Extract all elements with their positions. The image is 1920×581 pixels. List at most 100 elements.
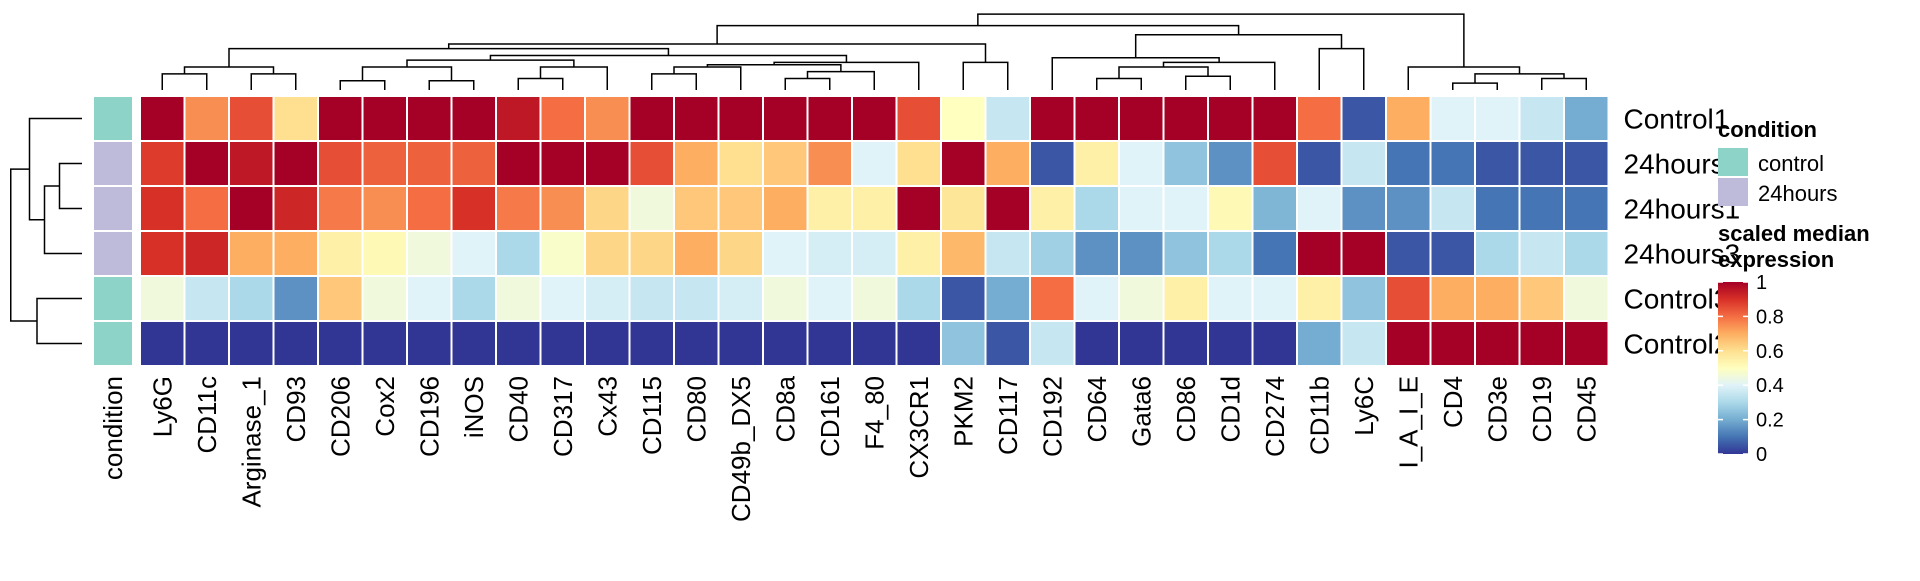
condition-annotation-cell [92, 320, 134, 367]
heatmap-cell [1162, 320, 1209, 367]
dendrogram-branch [183, 66, 275, 74]
heatmap-cell [1162, 185, 1209, 232]
legend-swatch-control [1718, 148, 1748, 176]
heatmap-cell [1073, 140, 1120, 187]
heatmap-cell [1340, 185, 1387, 232]
heatmap-cell [1296, 320, 1343, 367]
heatmap-cell [584, 185, 631, 232]
dendrogram-branch [10, 168, 37, 322]
row-dendrogram [10, 117, 82, 345]
heatmap-cell [984, 275, 1031, 322]
heatmap-cell [1385, 95, 1432, 142]
heatmap-cell [940, 320, 987, 367]
heatmap-cell [717, 230, 764, 277]
heatmap-cell [183, 275, 230, 322]
color-scale-tick-label: 0.6 [1756, 341, 1784, 363]
heatmap-cell [183, 140, 230, 187]
heatmap-cell [1429, 275, 1476, 322]
heatmap-cell [940, 140, 987, 187]
heatmap-cell [361, 320, 408, 367]
heatmap-cell [1162, 275, 1209, 322]
heatmap-cell [406, 140, 453, 187]
column-label: CD40 [503, 376, 533, 442]
heatmap-cell [1474, 230, 1521, 277]
heatmap-cell [1162, 95, 1209, 142]
heatmap-cell [183, 95, 230, 142]
heatmap-cell [717, 95, 764, 142]
heatmap-cell [406, 275, 453, 322]
heatmap-cell [317, 140, 364, 187]
heatmap-cell [717, 275, 764, 322]
heatmap-cell [806, 140, 853, 187]
heatmap-cell [1118, 230, 1165, 277]
dendrogram-branch [784, 77, 831, 90]
heatmap-cell [1474, 185, 1521, 232]
heatmap-cell [361, 140, 408, 187]
legend-swatch-24hours [1718, 178, 1748, 206]
heatmap-cell [1429, 230, 1476, 277]
heatmap-cell [539, 185, 586, 232]
heatmap-cell [1429, 185, 1476, 232]
column-label: PKM2 [948, 376, 978, 447]
column-label: CD49b_DX5 [726, 376, 756, 522]
heatmap-cell [1029, 185, 1076, 232]
dendrogram-branch [806, 70, 875, 90]
column-dendrogram [161, 13, 1587, 90]
heatmap-cell [984, 230, 1031, 277]
column-label: condition [98, 376, 128, 480]
heatmap-cell [1251, 275, 1298, 322]
heatmap-cell [584, 95, 631, 142]
heatmap-cell [806, 275, 853, 322]
heatmap-cell [139, 95, 186, 142]
dendrogram-branch [962, 61, 1009, 90]
heatmap-cell [717, 185, 764, 232]
heatmap-cell [673, 275, 720, 322]
condition-annotation-cell [92, 95, 134, 142]
heatmap-cell [406, 95, 453, 142]
heatmap-cell [673, 185, 720, 232]
heatmap-cell [1251, 140, 1298, 187]
heatmap-cell [940, 95, 987, 142]
heatmap-cell [228, 185, 275, 232]
column-label: CD80 [681, 376, 711, 442]
legend-label-control: control [1758, 151, 1824, 176]
heatmap-cell [762, 95, 809, 142]
heatmap-cell [361, 275, 408, 322]
heatmap-cell [1118, 320, 1165, 367]
heatmap-cell [1296, 275, 1343, 322]
heatmap-cell [851, 320, 898, 367]
heatmap-cell [762, 230, 809, 277]
heatmap-cell [1563, 320, 1610, 367]
dendrogram-branch [428, 80, 475, 90]
heatmap-cell [1162, 230, 1209, 277]
legend-condition-title: condition [1718, 117, 1817, 142]
heatmap-cell [673, 230, 720, 277]
heatmap-cell [406, 320, 453, 367]
dendrogram-branch [673, 66, 742, 90]
heatmap-cell [1073, 320, 1120, 367]
heatmap-cell [272, 185, 319, 232]
heatmap-cell [1563, 185, 1610, 232]
heatmap-cell [851, 230, 898, 277]
dendrogram-branch [489, 54, 848, 63]
heatmap-cell [1385, 140, 1432, 187]
column-label: CD117 [993, 376, 1023, 455]
heatmap-cell [1251, 95, 1298, 142]
heatmap-cell [495, 320, 542, 367]
heatmap-cell [1029, 95, 1076, 142]
heatmap-cell [940, 185, 987, 232]
heatmap-cell [1474, 275, 1521, 322]
heatmap-cell [628, 275, 675, 322]
heatmap-cell [851, 185, 898, 232]
dendrogram-branch [250, 73, 297, 90]
heatmap-cell [495, 185, 542, 232]
heatmap-cell [1474, 95, 1521, 142]
heatmap-cell [584, 140, 631, 187]
heatmap-cell [673, 320, 720, 367]
column-label: CD86 [1171, 376, 1201, 442]
heatmap-cell [1340, 275, 1387, 322]
column-label: CD192 [1037, 376, 1067, 457]
heatmap-cell [1118, 275, 1165, 322]
heatmap-cell [1563, 95, 1610, 142]
heatmap-cell [762, 140, 809, 187]
